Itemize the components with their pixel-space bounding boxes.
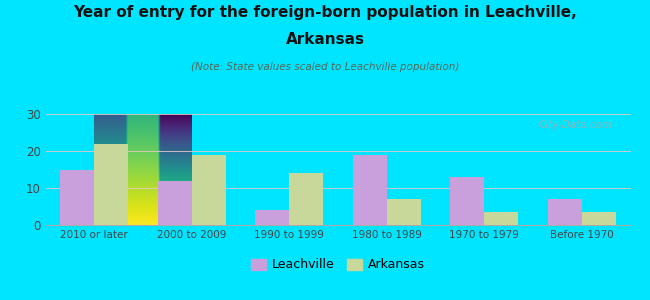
Bar — [289, 173, 324, 225]
Bar — [484, 212, 519, 225]
Legend: Leachville, Arkansas: Leachville, Arkansas — [246, 254, 430, 277]
Bar — [387, 199, 421, 225]
Text: Year of entry for the foreign-born population in Leachville,: Year of entry for the foreign-born popul… — [73, 4, 577, 20]
Bar — [387, 199, 421, 225]
Bar — [450, 177, 484, 225]
Bar — [157, 181, 192, 225]
Bar — [353, 155, 387, 225]
Bar — [94, 144, 129, 225]
Bar — [255, 210, 289, 225]
Bar — [582, 212, 616, 225]
Bar — [157, 181, 192, 225]
Bar — [60, 169, 94, 225]
Bar — [547, 199, 582, 225]
Bar — [192, 155, 226, 225]
Bar — [582, 212, 616, 225]
Text: (Note: State values scaled to Leachville population): (Note: State values scaled to Leachville… — [191, 61, 459, 71]
Bar — [450, 177, 484, 225]
Bar — [484, 212, 519, 225]
Bar — [289, 173, 324, 225]
Bar — [255, 210, 289, 225]
Text: Arkansas: Arkansas — [285, 32, 365, 46]
Bar — [192, 155, 226, 225]
Bar — [60, 169, 94, 225]
Text: City-Data.com: City-Data.com — [539, 119, 613, 130]
Bar — [353, 155, 387, 225]
Bar — [94, 144, 129, 225]
Bar — [547, 199, 582, 225]
